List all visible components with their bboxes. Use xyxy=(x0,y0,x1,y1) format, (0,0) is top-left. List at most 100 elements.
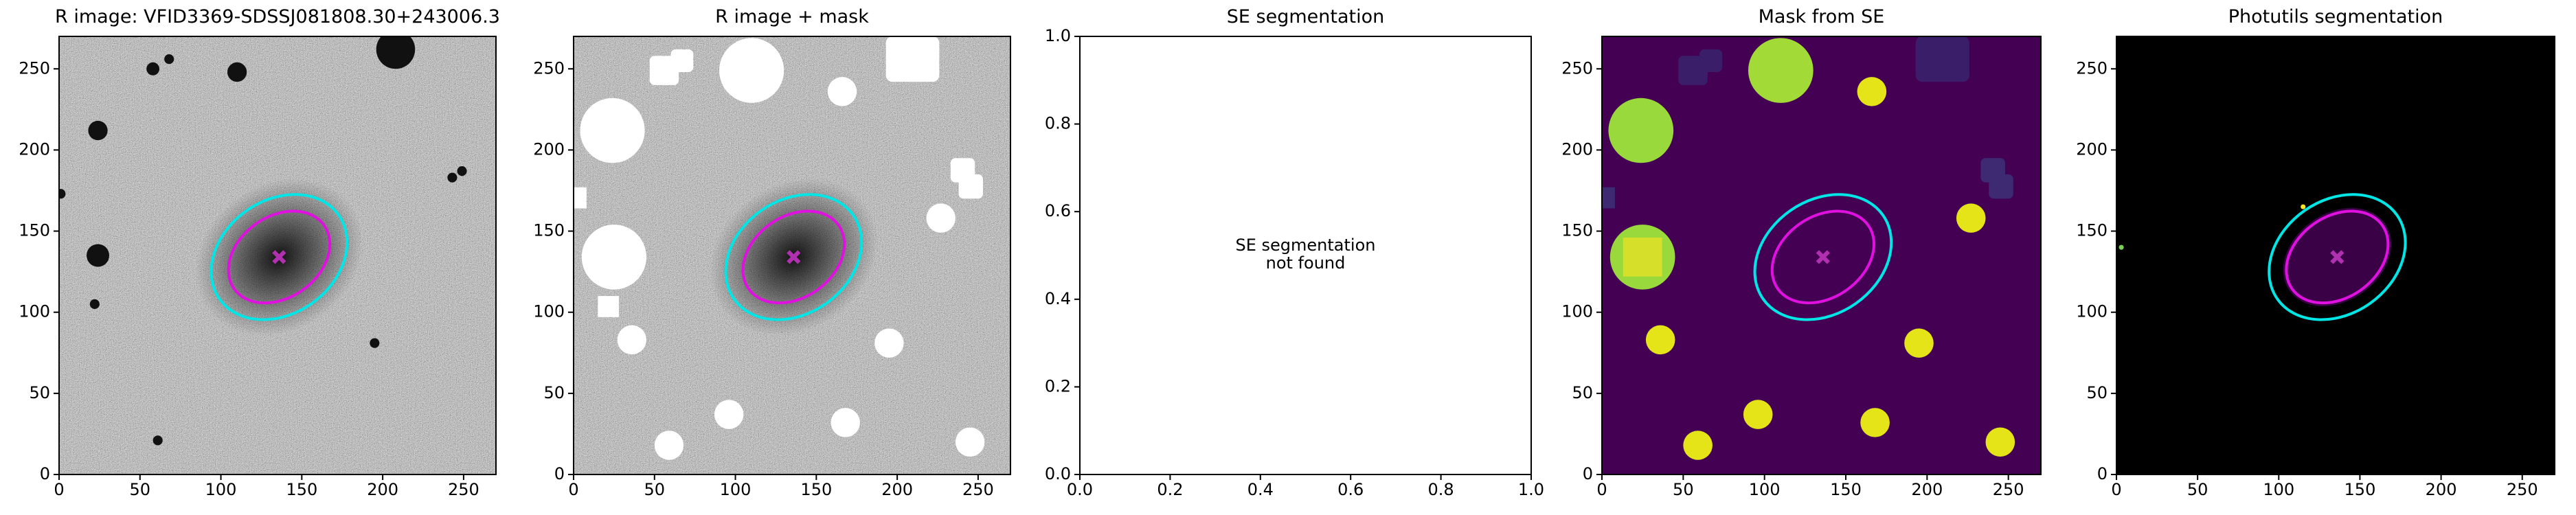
aperture-ellipse xyxy=(724,193,863,321)
image xyxy=(574,36,1010,474)
mask xyxy=(617,325,646,355)
panel: R image: VFID3369-SDSSJ081808.30+243006.… xyxy=(19,6,500,499)
x-tick-label: 50 xyxy=(1673,480,1694,499)
panel-title: R image: VFID3369-SDSSJ081808.30+243006.… xyxy=(55,6,500,27)
panel: Photutils segmentation 0 50 100 150 200 250 0 5… xyxy=(2076,6,2555,499)
x-tick-label: 100 xyxy=(1749,480,1781,499)
y-tick-label: 100 xyxy=(533,302,565,321)
panel: Mask from SE 0 50 100 150 200 250 0 50 100 150 200… xyxy=(1561,6,2042,499)
panel-title: Photutils segmentation xyxy=(2228,6,2443,27)
star xyxy=(370,338,380,348)
star xyxy=(89,299,100,309)
x-tick-label: 200 xyxy=(367,480,398,499)
y-tick-label: 250 xyxy=(2076,58,2108,78)
y-tick-label: 150 xyxy=(533,221,565,240)
y-tick-label: 250 xyxy=(1561,58,1593,78)
mask xyxy=(581,225,646,290)
mask xyxy=(714,400,744,429)
aperture-ellipse xyxy=(2268,193,2407,321)
y-tick-label: 0 xyxy=(554,464,565,483)
mask xyxy=(955,427,985,457)
y-tick-label: 0.6 xyxy=(1045,201,1071,220)
segment xyxy=(2301,204,2306,209)
star xyxy=(88,120,108,141)
y-tick-label: 250 xyxy=(533,58,565,78)
x-tick-label: 150 xyxy=(286,480,317,499)
star xyxy=(227,62,247,82)
y-tick-label: 100 xyxy=(2076,302,2108,321)
y-tick-label: 50 xyxy=(29,383,50,402)
y-tick-label: 50 xyxy=(2086,383,2108,402)
star xyxy=(376,36,416,69)
segment xyxy=(1748,38,1814,103)
panel: R image + mask 0 50 100 150 200 250 0 50 100 150 2… xyxy=(533,6,1011,499)
y-tick-label: 0 xyxy=(40,464,50,483)
y-tick-label: 200 xyxy=(19,139,50,159)
segment xyxy=(1743,400,1773,429)
y-tick-label: 200 xyxy=(1561,139,1593,159)
mask xyxy=(874,328,904,358)
star xyxy=(447,172,457,183)
mask xyxy=(885,36,940,82)
axes-frame xyxy=(1601,36,2042,475)
segment xyxy=(1956,203,1986,233)
x-tick-label: 250 xyxy=(448,480,479,499)
center-marker xyxy=(2330,250,2345,264)
y-tick-label: 150 xyxy=(19,221,50,240)
y-tick-label: 0.8 xyxy=(1045,114,1071,133)
panel-title: R image + mask xyxy=(715,6,869,27)
aperture-ellipse xyxy=(1770,209,1876,305)
x-tick-label: 50 xyxy=(644,480,666,499)
panel-title: Mask from SE xyxy=(1759,6,1885,27)
segment xyxy=(1904,328,1934,358)
annotation: not found xyxy=(1266,253,1346,273)
axes-frame xyxy=(2116,36,2555,475)
mask xyxy=(574,187,587,209)
aperture-ellipse xyxy=(1753,193,1893,321)
x-tick-label: 150 xyxy=(2345,480,2376,499)
aperture-ellipse xyxy=(210,193,349,321)
mask xyxy=(831,408,860,437)
x-tick-label: 0 xyxy=(2111,480,2121,499)
star xyxy=(146,62,160,76)
x-tick-label: 250 xyxy=(2507,480,2538,499)
star xyxy=(457,166,467,176)
y-tick-label: 250 xyxy=(19,58,50,78)
center-marker xyxy=(787,250,801,264)
x-tick-label: 100 xyxy=(720,480,752,499)
x-tick-label: 0.4 xyxy=(1247,480,1274,499)
x-tick-label: 150 xyxy=(800,480,832,499)
x-tick-label: 250 xyxy=(1993,480,2024,499)
x-tick-label: 0.8 xyxy=(1428,480,1454,499)
segment xyxy=(1645,325,1675,355)
mask xyxy=(580,98,645,163)
x-tick-label: 200 xyxy=(881,480,913,499)
aperture-ellipse xyxy=(2285,209,2390,305)
annotation: SE segmentation xyxy=(1236,236,1376,255)
y-tick-label: 100 xyxy=(19,302,50,321)
y-tick-label: 150 xyxy=(1561,221,1593,240)
segment xyxy=(1860,408,1890,437)
mask xyxy=(926,203,956,233)
mask xyxy=(598,296,619,317)
segment xyxy=(1608,98,1674,163)
star xyxy=(152,435,163,446)
x-tick-label: 0 xyxy=(568,480,578,499)
x-tick-label: 50 xyxy=(2187,480,2208,499)
x-tick-label: 0.0 xyxy=(1067,480,1093,499)
y-tick-label: 0.4 xyxy=(1045,289,1071,308)
x-tick-label: 250 xyxy=(962,480,994,499)
y-tick-label: 0.0 xyxy=(1045,464,1071,483)
image xyxy=(1602,36,2041,474)
segment xyxy=(1915,36,1969,82)
aperture-ellipse xyxy=(227,209,332,305)
segment xyxy=(1683,431,1713,460)
x-tick-label: 200 xyxy=(1911,480,1943,499)
x-tick-label: 0 xyxy=(1596,480,1607,499)
axes-frame xyxy=(1079,36,1532,475)
x-tick-label: 0.2 xyxy=(1157,480,1183,499)
segment xyxy=(1989,174,2013,199)
panel-title: SE segmentation xyxy=(1227,6,1384,27)
